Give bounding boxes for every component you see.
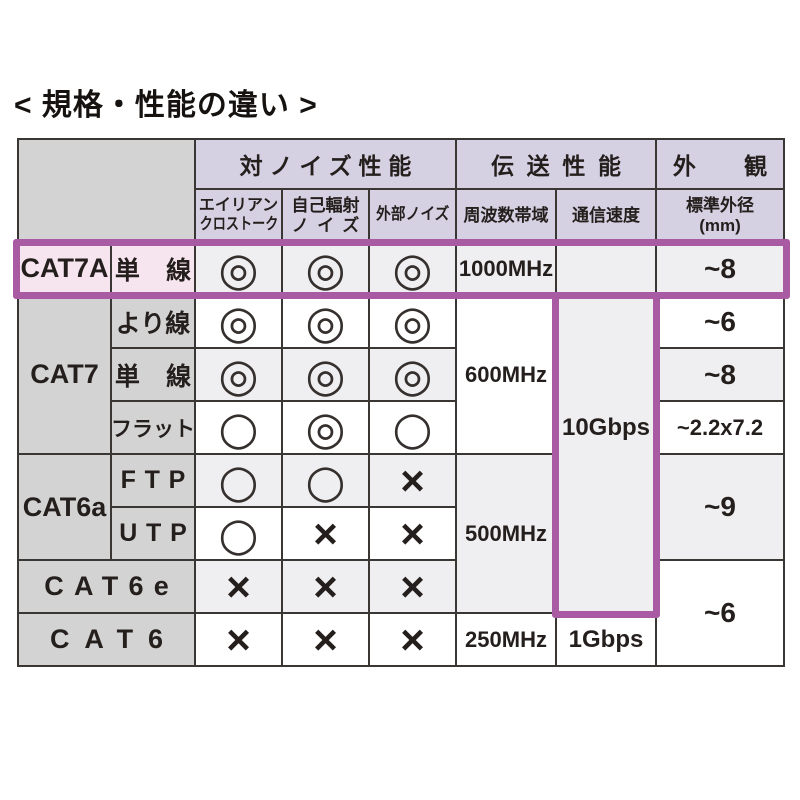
header-col-frequency-label: 周波数帯域 (463, 205, 549, 225)
header-group-noise-label: 対ノイズ性能 (239, 153, 419, 179)
diameter-cat7-twisted: ~6 (657, 296, 783, 347)
header-group-noise: 対ノイズ性能 (196, 140, 455, 188)
rating-cat7-solid-alien: ◎ (196, 349, 281, 400)
category-cell-cat6: CAT6 (19, 614, 194, 665)
rating-cat6-self: × (283, 614, 368, 665)
diameter-cat7a: ~8 (657, 243, 783, 294)
type-cell-cat7-twisted: より線 (112, 296, 194, 347)
rating-cat6a-utp-external: × (370, 508, 455, 559)
diameter-cat6a-merged: ~9 (657, 455, 783, 559)
diameter-cat7-flat: ~2.2x7.2 (657, 402, 783, 453)
type-cell-cat7-flat: フラット (112, 402, 194, 453)
type-cell-cat6a-utp: UTP (112, 508, 194, 559)
rating-cat7-flat-self: ◎ (283, 402, 368, 453)
category-cell-cat6e-label: CAT6e (44, 571, 180, 601)
header-col-alien-line2: クロストーク (199, 215, 278, 233)
speed-10gbps-merged: 10Gbps (557, 243, 655, 612)
header-group-transmission: 伝送性能 (457, 140, 655, 188)
header-col-diameter-line1: 標準外径 (686, 195, 754, 215)
rating-cat7-flat-alien: ○ (196, 402, 281, 453)
header-blank-cell (19, 140, 194, 241)
category-cell-cat6e: CAT6e (19, 561, 194, 612)
header-col-self-line2: ノイズ (291, 215, 368, 235)
header-col-self-line1: 自己輻射 (291, 195, 360, 215)
rating-cat6a-utp-alien: ○ (196, 508, 281, 559)
category-cell-cat7a: CAT7A (19, 243, 110, 294)
header-col-speed-label: 通信速度 (572, 205, 640, 225)
rating-cat7a-self: ◎ (283, 243, 368, 294)
rating-cat7a-external: ◎ (370, 243, 455, 294)
rating-cat6-external: × (370, 614, 455, 665)
header-group-transmission-label: 伝送性能 (491, 153, 634, 179)
frequency-cat6a-merged: 500MHz (457, 455, 555, 612)
rating-cat6e-external: × (370, 561, 455, 612)
category-cell-cat7: CAT7 (19, 296, 110, 453)
frequency-cat7a: 1000MHz (457, 243, 555, 294)
category-cell-cat6a: CAT6a (19, 455, 110, 559)
header-col-external-noise: 外部ノイズ (370, 190, 455, 241)
rating-cat7-flat-external: ○ (370, 402, 455, 453)
header-col-diameter-line2: (mm) (699, 215, 741, 235)
header-group-appearance: 外観 (657, 140, 783, 188)
rating-cat6e-self: × (283, 561, 368, 612)
rating-cat7-twisted-self: ◎ (283, 296, 368, 347)
type-cell-cat6a-utp-label: UTP (119, 519, 194, 547)
frequency-cat7-merged: 600MHz (457, 296, 555, 453)
spec-comparison-table: 対ノイズ性能 伝送性能 外観 エイリアン クロストーク 自己輻射 ノイズ 外部ノ… (17, 138, 785, 667)
rating-cat6a-ftp-external: × (370, 455, 455, 506)
rating-cat6-alien: × (196, 614, 281, 665)
header-group-appearance-label: 外観 (672, 153, 767, 179)
speed-cat6: 1Gbps (557, 614, 655, 665)
rating-cat6a-ftp-self: ○ (283, 455, 368, 506)
rating-cat7-solid-external: ◎ (370, 349, 455, 400)
rating-cat6e-alien: × (196, 561, 281, 612)
header-col-alien-line1: エイリアン (198, 197, 279, 215)
header-col-speed: 通信速度 (557, 190, 655, 241)
header-col-frequency: 周波数帯域 (457, 190, 555, 241)
type-cell-cat7-solid-label: 単線 (114, 362, 191, 391)
type-cell-cat6a-ftp: FTP (112, 455, 194, 506)
category-cell-cat6-label: CAT6 (49, 624, 178, 654)
frequency-cat6: 250MHz (457, 614, 555, 665)
header-col-alien-crosstalk: エイリアン クロストーク (196, 190, 281, 241)
rating-cat7-twisted-alien: ◎ (196, 296, 281, 347)
type-cell-cat7a-solid-label: 単線 (114, 256, 191, 285)
type-cell-cat7-solid: 単線 (112, 349, 194, 400)
page-title: < 規格・性能の違い > (14, 89, 318, 122)
type-cell-cat6a-ftp-label: FTP (120, 466, 194, 494)
diameter-cat7-solid: ~8 (657, 349, 783, 400)
rating-cat7-solid-self: ◎ (283, 349, 368, 400)
header-col-external-noise-label: 外部ノイズ (375, 206, 450, 224)
type-cell-cat7a-solid: 単線 (112, 243, 194, 294)
header-col-self-noise: 自己輻射 ノイズ (283, 190, 368, 241)
diameter-cat6e-cat6-merged: ~6 (657, 561, 783, 665)
header-col-diameter: 標準外径 (mm) (657, 190, 783, 241)
rating-cat7-twisted-external: ◎ (370, 296, 455, 347)
rating-cat6a-ftp-alien: ○ (196, 455, 281, 506)
rating-cat7a-alien: ◎ (196, 243, 281, 294)
rating-cat6a-utp-self: × (283, 508, 368, 559)
